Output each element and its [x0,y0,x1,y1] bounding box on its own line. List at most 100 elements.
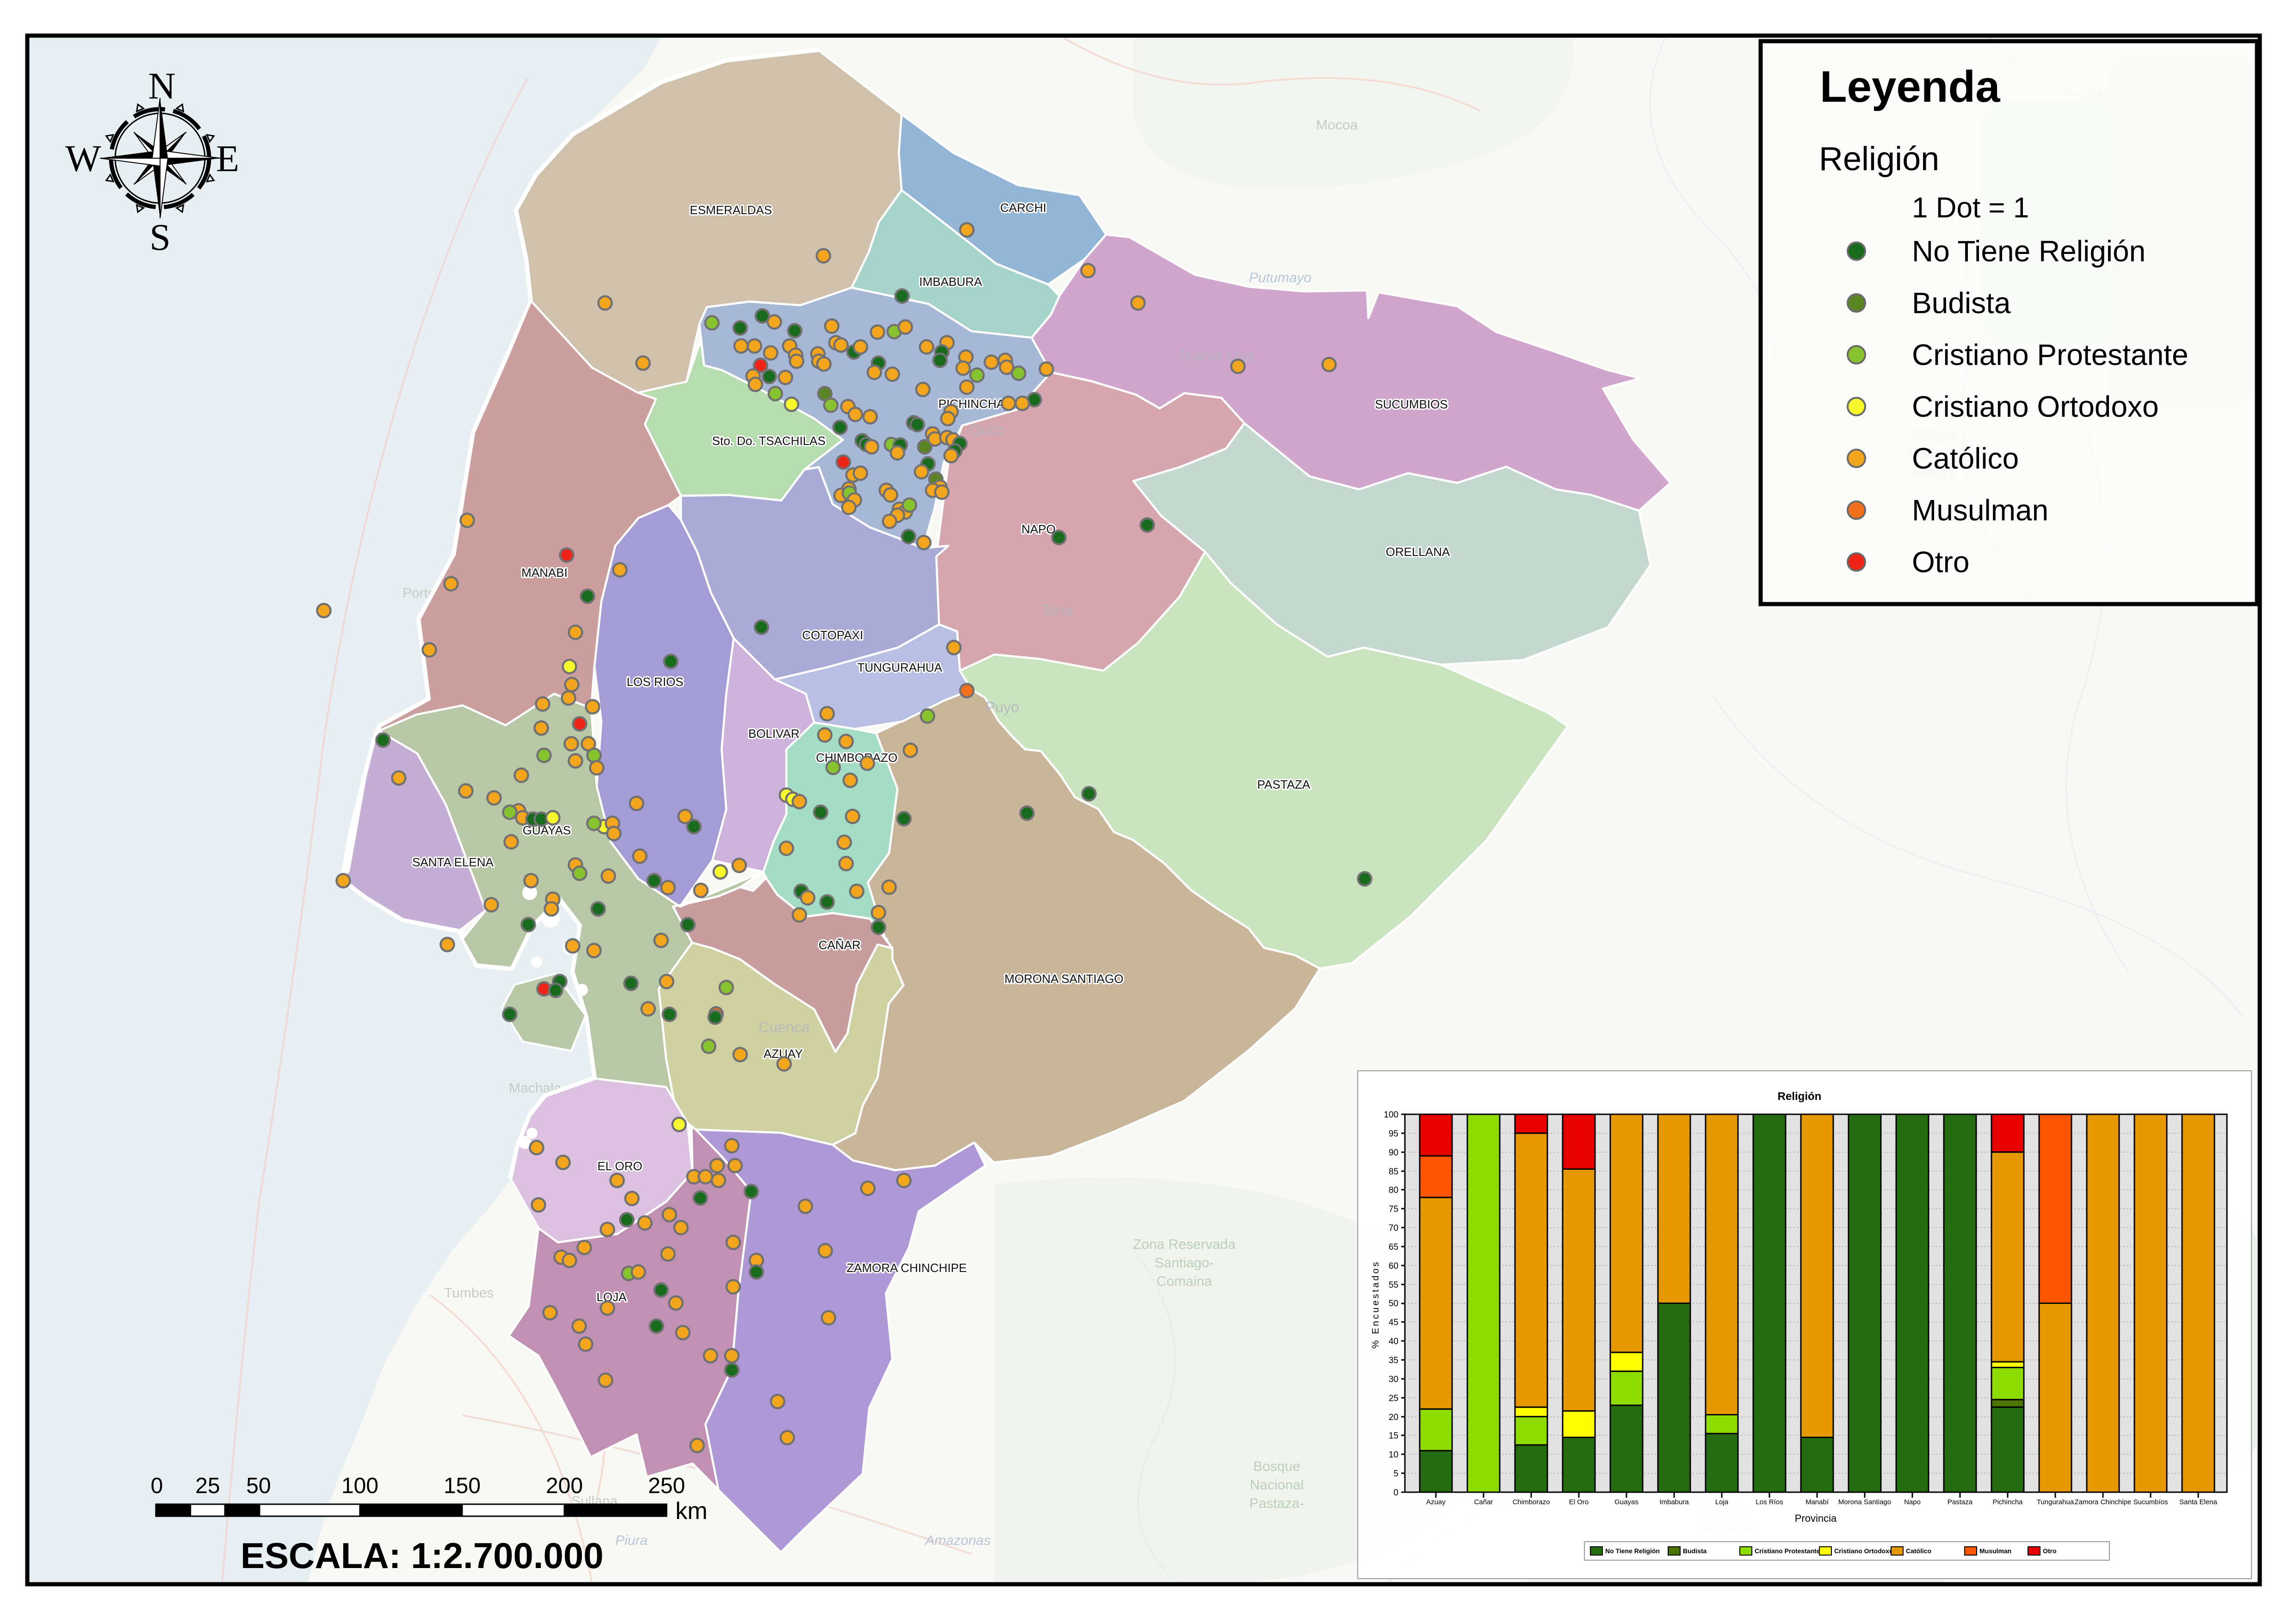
svg-text:CAÑAR: CAÑAR [818,938,860,952]
svg-text:Cristiano Ortodoxo: Cristiano Ortodoxo [1912,390,2159,423]
svg-text:No Tiene Religión: No Tiene Religión [1605,1547,1660,1555]
svg-text:SANTA ELENA: SANTA ELENA [412,855,494,869]
svg-text:Imbabura: Imbabura [1659,1498,1689,1506]
svg-text:ESCALA: 1:2.700.000: ESCALA: 1:2.700.000 [241,1535,604,1576]
svg-text:Chimborazo: Chimborazo [1513,1498,1550,1506]
svg-text:No Tiene Religión: No Tiene Religión [1912,235,2146,268]
svg-text:Santa Elena: Santa Elena [2179,1498,2217,1506]
svg-text:10: 10 [1389,1450,1398,1460]
svg-text:Leyenda: Leyenda [1820,62,2000,111]
svg-text:ESMERALDAS: ESMERALDAS [690,203,772,217]
svg-text:Pichincha: Pichincha [1992,1498,2023,1506]
svg-text:Sucumbíos: Sucumbíos [2133,1498,2168,1506]
svg-text:45: 45 [1389,1318,1398,1328]
svg-text:Morona Santiago: Morona Santiago [1838,1498,1891,1506]
svg-text:50: 50 [1389,1299,1398,1309]
svg-text:35: 35 [1389,1356,1398,1365]
svg-text:S: S [149,216,171,258]
svg-text:W: W [65,137,101,179]
svg-text:Guayas: Guayas [1614,1498,1639,1506]
svg-text:Cristiano Protestante: Cristiano Protestante [1755,1547,1820,1555]
svg-text:Zamora Chinchipe: Zamora Chinchipe [2075,1498,2132,1506]
svg-text:km: km [675,1498,707,1525]
svg-text:MANABI: MANABI [521,566,568,580]
svg-text:TUNGURAHUA: TUNGURAHUA [857,661,942,674]
svg-text:Musulman: Musulman [1979,1547,2011,1555]
svg-text:COTOPAXI: COTOPAXI [802,628,863,642]
svg-text:Otro: Otro [1912,545,1969,579]
svg-text:95: 95 [1389,1129,1398,1139]
svg-text:Putumayo: Putumayo [1249,270,1311,285]
svg-text:15: 15 [1389,1431,1398,1441]
svg-text:El Oro: El Oro [1569,1498,1589,1506]
svg-text:Religión: Religión [1778,1090,1822,1103]
svg-text:Católico: Católico [1912,442,2019,475]
svg-text:Provincia: Provincia [1795,1513,1837,1524]
svg-text:Budista: Budista [1912,286,2011,320]
svg-text:150: 150 [444,1474,481,1498]
svg-text:Quito: Quito [969,421,1004,438]
svg-text:AZUAY: AZUAY [764,1047,803,1061]
svg-text:70: 70 [1389,1223,1398,1233]
svg-text:200: 200 [546,1474,583,1498]
svg-text:E: E [216,137,239,179]
svg-text:Tumbes: Tumbes [444,1285,494,1301]
svg-text:55: 55 [1389,1280,1398,1290]
svg-text:25: 25 [1389,1394,1398,1403]
svg-text:CARCHI: CARCHI [1000,201,1046,215]
svg-text:65: 65 [1389,1242,1398,1252]
svg-text:Cañar: Cañar [1474,1498,1493,1506]
svg-text:50: 50 [246,1474,271,1498]
svg-text:NAPO: NAPO [1021,522,1056,536]
svg-text:60: 60 [1389,1261,1398,1271]
svg-text:80: 80 [1389,1186,1398,1195]
svg-text:SUCUMBIOS: SUCUMBIOS [1375,397,1447,411]
svg-text:Tungurahua: Tungurahua [2037,1498,2074,1506]
svg-text:100: 100 [341,1474,378,1498]
svg-text:Cuenca: Cuenca [759,1019,810,1036]
svg-text:0: 0 [151,1474,163,1498]
svg-text:ZAMORA CHINCHIPE: ZAMORA CHINCHIPE [847,1261,967,1275]
svg-text:Piura: Piura [615,1533,648,1548]
svg-text:Loja: Loja [1715,1498,1729,1506]
svg-text:BOLIVAR: BOLIVAR [748,727,800,741]
svg-text:N: N [148,65,175,107]
svg-text:Cristiano Ortodoxo: Cristiano Ortodoxo [1834,1547,1893,1555]
svg-text:Budista: Budista [1683,1547,1707,1555]
svg-text:Religión: Religión [1819,141,1939,178]
svg-text:ORELLANA: ORELLANA [1386,545,1450,559]
svg-text:90: 90 [1389,1148,1398,1158]
svg-text:Los Ríos: Los Ríos [1756,1498,1783,1506]
svg-text:Zona Reservada: Zona Reservada [1133,1237,1236,1252]
svg-text:Pastaza: Pastaza [1948,1498,1973,1506]
svg-text:85: 85 [1389,1167,1398,1177]
svg-text:Pastaza-: Pastaza- [1249,1496,1304,1511]
svg-text:100: 100 [1384,1110,1398,1120]
svg-text:5: 5 [1393,1469,1398,1479]
svg-text:LOS RIOS: LOS RIOS [627,675,684,689]
svg-text:40: 40 [1389,1337,1398,1346]
svg-text:Santiago-: Santiago- [1155,1255,1214,1271]
svg-text:Musulman: Musulman [1912,494,2048,527]
svg-text:PASTAZA: PASTAZA [1257,778,1311,791]
svg-text:Azuay: Azuay [1426,1498,1446,1506]
svg-text:250: 250 [648,1474,685,1498]
svg-text:% Encuestados: % Encuestados [1371,1260,1381,1349]
svg-text:IMBABURA: IMBABURA [919,275,982,289]
svg-text:1 Dot = 1: 1 Dot = 1 [1912,192,2029,224]
svg-text:30: 30 [1389,1375,1398,1384]
svg-text:Cristiano Protestante: Cristiano Protestante [1912,338,2189,371]
svg-text:Nacional: Nacional [1250,1477,1304,1493]
svg-text:Manabí: Manabí [1806,1498,1829,1506]
svg-text:Bosque: Bosque [1253,1459,1300,1474]
svg-text:Amazonas: Amazonas [924,1533,991,1548]
svg-text:Comaina: Comaina [1156,1274,1212,1289]
svg-text:MORONA SANTIAGO: MORONA SANTIAGO [1004,972,1123,986]
svg-text:20: 20 [1389,1413,1398,1422]
svg-text:Mocoa: Mocoa [1316,117,1358,133]
svg-text:75: 75 [1389,1204,1398,1214]
svg-text:Puyo: Puyo [985,699,1019,716]
svg-text:Napo: Napo [1904,1498,1921,1506]
svg-text:Otro: Otro [2043,1547,2057,1555]
svg-text:EL ORO: EL ORO [597,1159,642,1173]
